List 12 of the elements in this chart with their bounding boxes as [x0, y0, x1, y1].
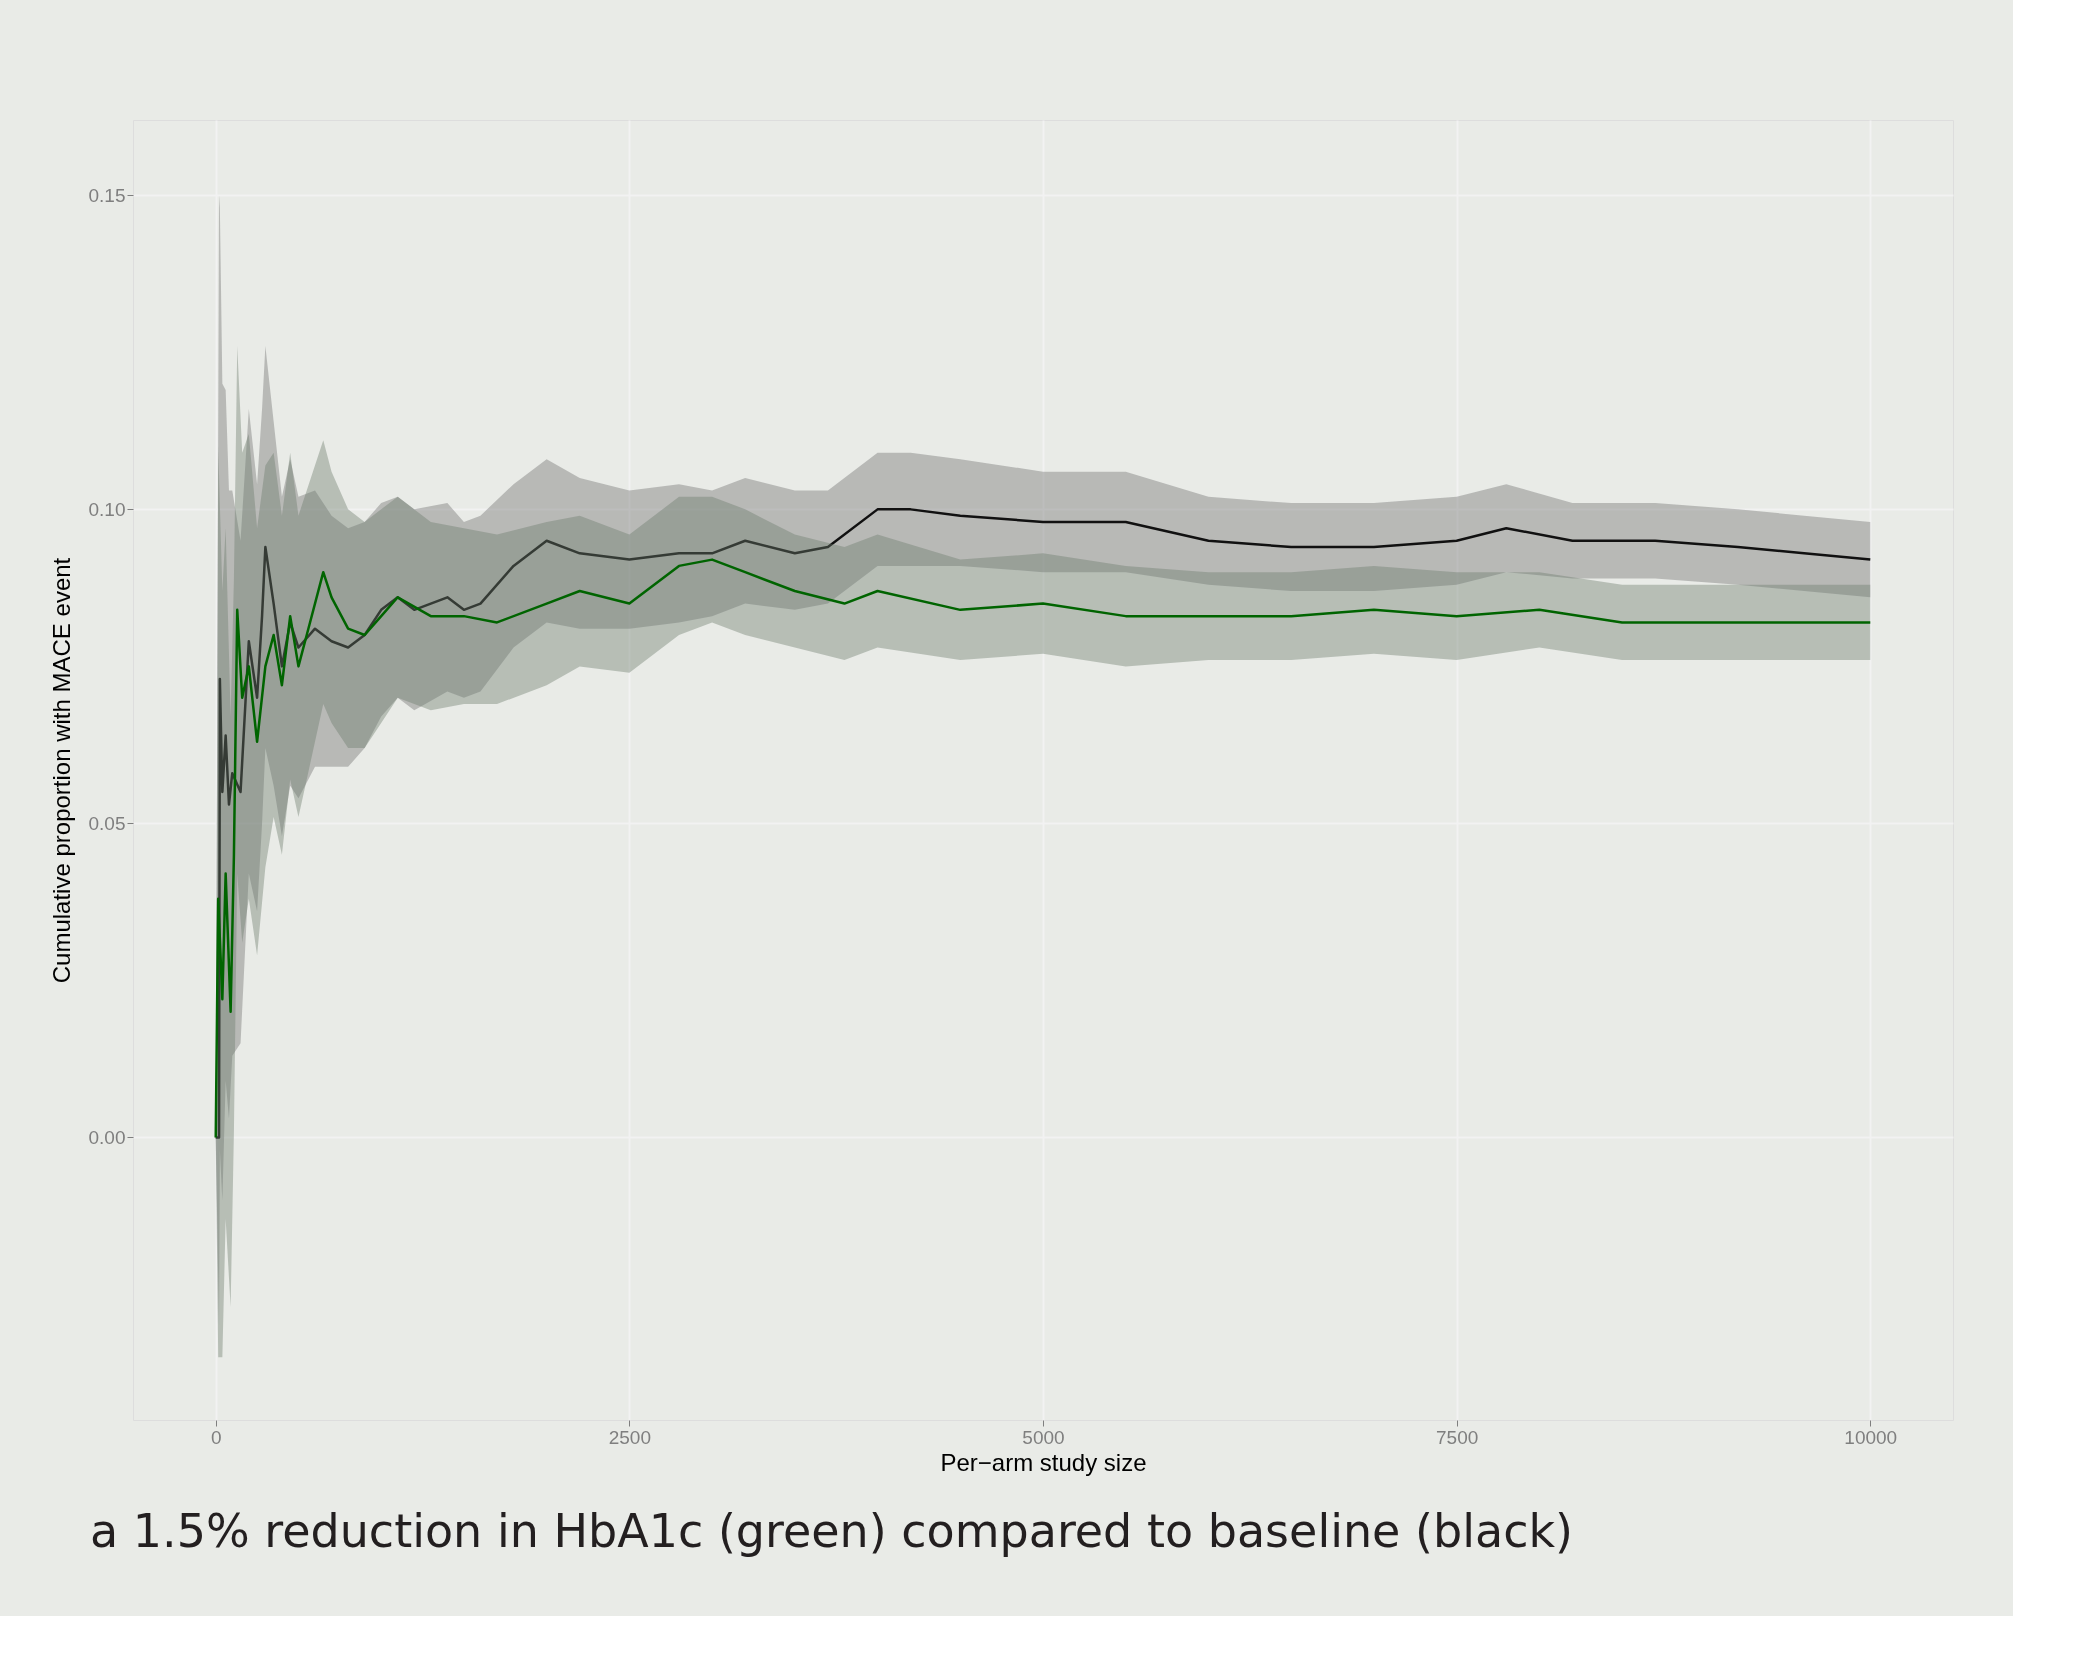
x-tick-label: 5000 [1022, 1426, 1065, 1448]
x-axis-title: Per−arm study size [940, 1448, 1147, 1476]
x-tick-label: 7500 [1436, 1426, 1479, 1448]
x-tick-label: 2500 [608, 1426, 651, 1448]
y-tick-label: 0.00 [88, 1126, 126, 1148]
y-tick-label: 0.15 [88, 184, 126, 206]
x-tick-label: 0 [210, 1426, 222, 1448]
y-axis-title: Cumulative proportion with MACE event [47, 557, 75, 984]
x-tick-label: 10000 [1844, 1426, 1898, 1448]
y-tick-label: 0.05 [88, 812, 126, 834]
text: a 1.5% reduction in HbA1c (green) compared to baseline (black) [90, 1504, 1573, 1558]
y-tick-label: 0.10 [88, 498, 126, 520]
